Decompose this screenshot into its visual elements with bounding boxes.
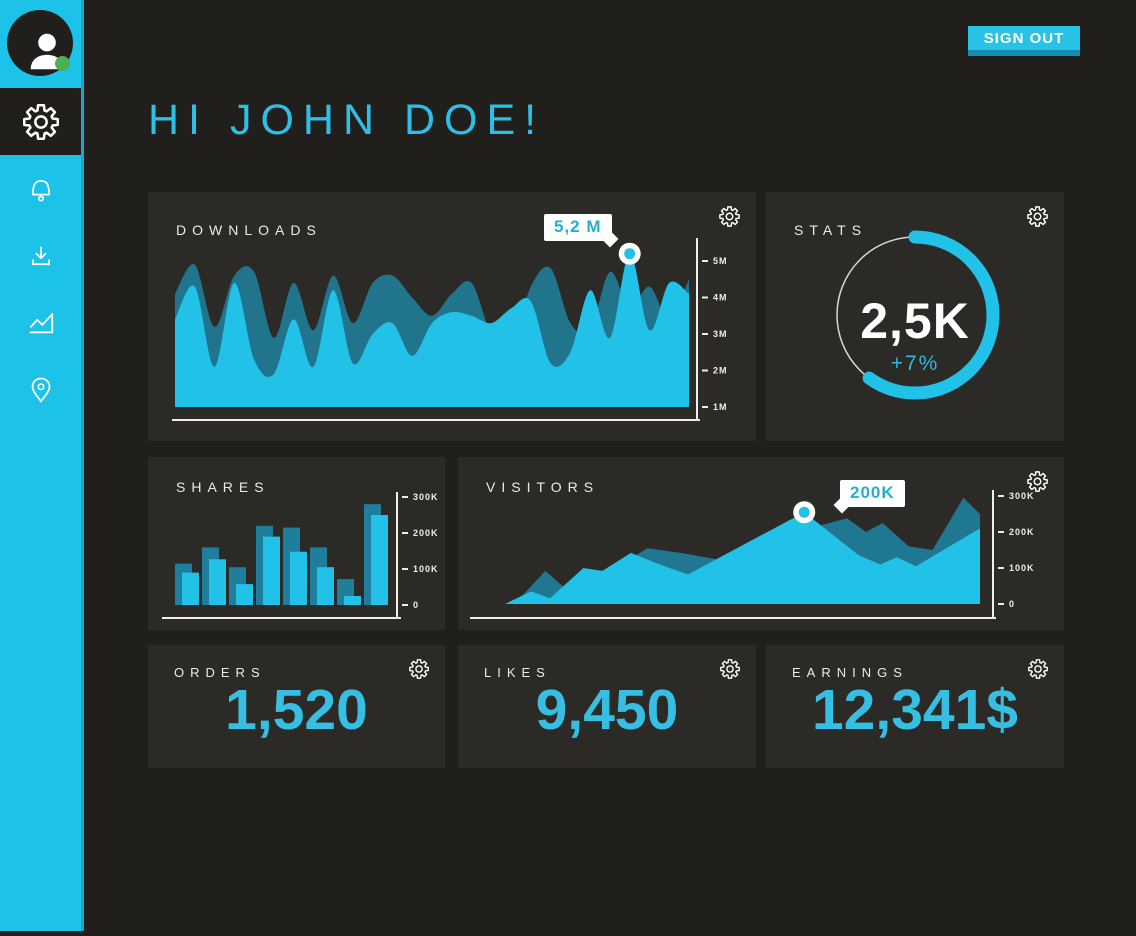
orders-card-title: ORDERS <box>174 665 266 680</box>
sidebar-item-settings[interactable] <box>0 88 81 155</box>
sidebar-bottom-strip <box>0 931 84 936</box>
y-tick-label: 3M <box>713 329 728 339</box>
visitors-card-title: VISITORS <box>486 479 600 495</box>
y-tick-label: 300K <box>1009 491 1035 501</box>
shares-bar-chart: 300K 200K 100K 0 <box>162 492 439 619</box>
stats-donut-chart <box>830 230 1000 400</box>
chart-tooltip: 200K <box>833 480 905 514</box>
avatar-circle <box>7 10 73 76</box>
gear-icon[interactable] <box>1026 205 1049 228</box>
user-avatar[interactable] <box>0 0 81 88</box>
downloads-card-title: DOWNLOADS <box>176 222 322 238</box>
gear-icon[interactable] <box>718 205 741 228</box>
shares-card-title: SHARES <box>176 479 270 495</box>
downloads-chart: 5M 4M 3M 2M 1M <box>172 238 728 421</box>
downloads-card: 5M 4M 3M 2M 1M DOWNLOADS 5,2 M <box>148 192 756 441</box>
sidebar-item-chart[interactable] <box>0 289 81 356</box>
gear-icon[interactable] <box>1027 658 1049 680</box>
stats-card: STATS 2,5K +7% <box>766 192 1064 441</box>
sidebar-item-pin[interactable] <box>0 356 81 423</box>
chart-tooltip: 5,2 M <box>544 214 619 248</box>
gear-icon[interactable] <box>1026 470 1049 493</box>
y-tick-label: 2M <box>713 366 728 376</box>
stats-value: 2,5K <box>860 293 970 349</box>
y-tick-label: 1M <box>713 402 728 412</box>
visitors-card: 300K 200K 100K 0 VISITORS 200K <box>458 457 1064 630</box>
y-tick-label: 100K <box>413 564 439 574</box>
pin-icon <box>31 377 50 402</box>
y-tick-label: 0 <box>1009 599 1015 609</box>
y-tick-label: 5M <box>713 256 728 266</box>
earnings-value: 12,341$ <box>811 678 1019 742</box>
orders-card: ORDERS 1,520 <box>148 645 445 768</box>
likes-card-title: LIKES <box>484 665 551 680</box>
earnings-card-title: EARNINGS <box>792 665 908 680</box>
gear-icon[interactable] <box>408 658 430 680</box>
sidebar <box>0 0 84 931</box>
earnings-card: EARNINGS 12,341$ <box>766 645 1064 768</box>
gear-icon <box>22 103 59 140</box>
shares-card: 300K 200K 100K 0 SHARES <box>148 457 445 630</box>
tooltip-value: 5,2 M <box>554 217 602 236</box>
y-tick-label: 200K <box>1009 527 1035 537</box>
sign-out-button[interactable]: SIGN OUT <box>968 26 1080 56</box>
y-tick-label: 4M <box>713 293 728 303</box>
gear-icon[interactable] <box>719 658 741 680</box>
sidebar-item-download[interactable] <box>0 222 81 289</box>
sidebar-nav <box>0 155 81 423</box>
bell-icon <box>31 179 50 201</box>
tooltip-value: 200K <box>850 483 895 502</box>
stats-card-title: STATS <box>794 222 868 238</box>
stats-delta: +7% <box>890 352 940 375</box>
status-dot <box>55 56 70 71</box>
likes-value: 9,450 <box>535 678 679 742</box>
y-tick-label: 300K <box>413 492 439 502</box>
sidebar-item-bell[interactable] <box>0 155 81 222</box>
greeting-title: HI JOHN DOE! <box>148 96 546 144</box>
chart-icon <box>29 312 53 333</box>
orders-value: 1,520 <box>225 678 368 742</box>
visitors-area-chart: 300K 200K 100K 0 <box>470 490 1035 619</box>
likes-card: LIKES 9,450 <box>458 645 756 768</box>
download-icon <box>31 246 50 265</box>
y-tick-label: 0 <box>413 600 419 610</box>
y-tick-label: 200K <box>413 528 439 538</box>
y-tick-label: 100K <box>1009 563 1035 573</box>
